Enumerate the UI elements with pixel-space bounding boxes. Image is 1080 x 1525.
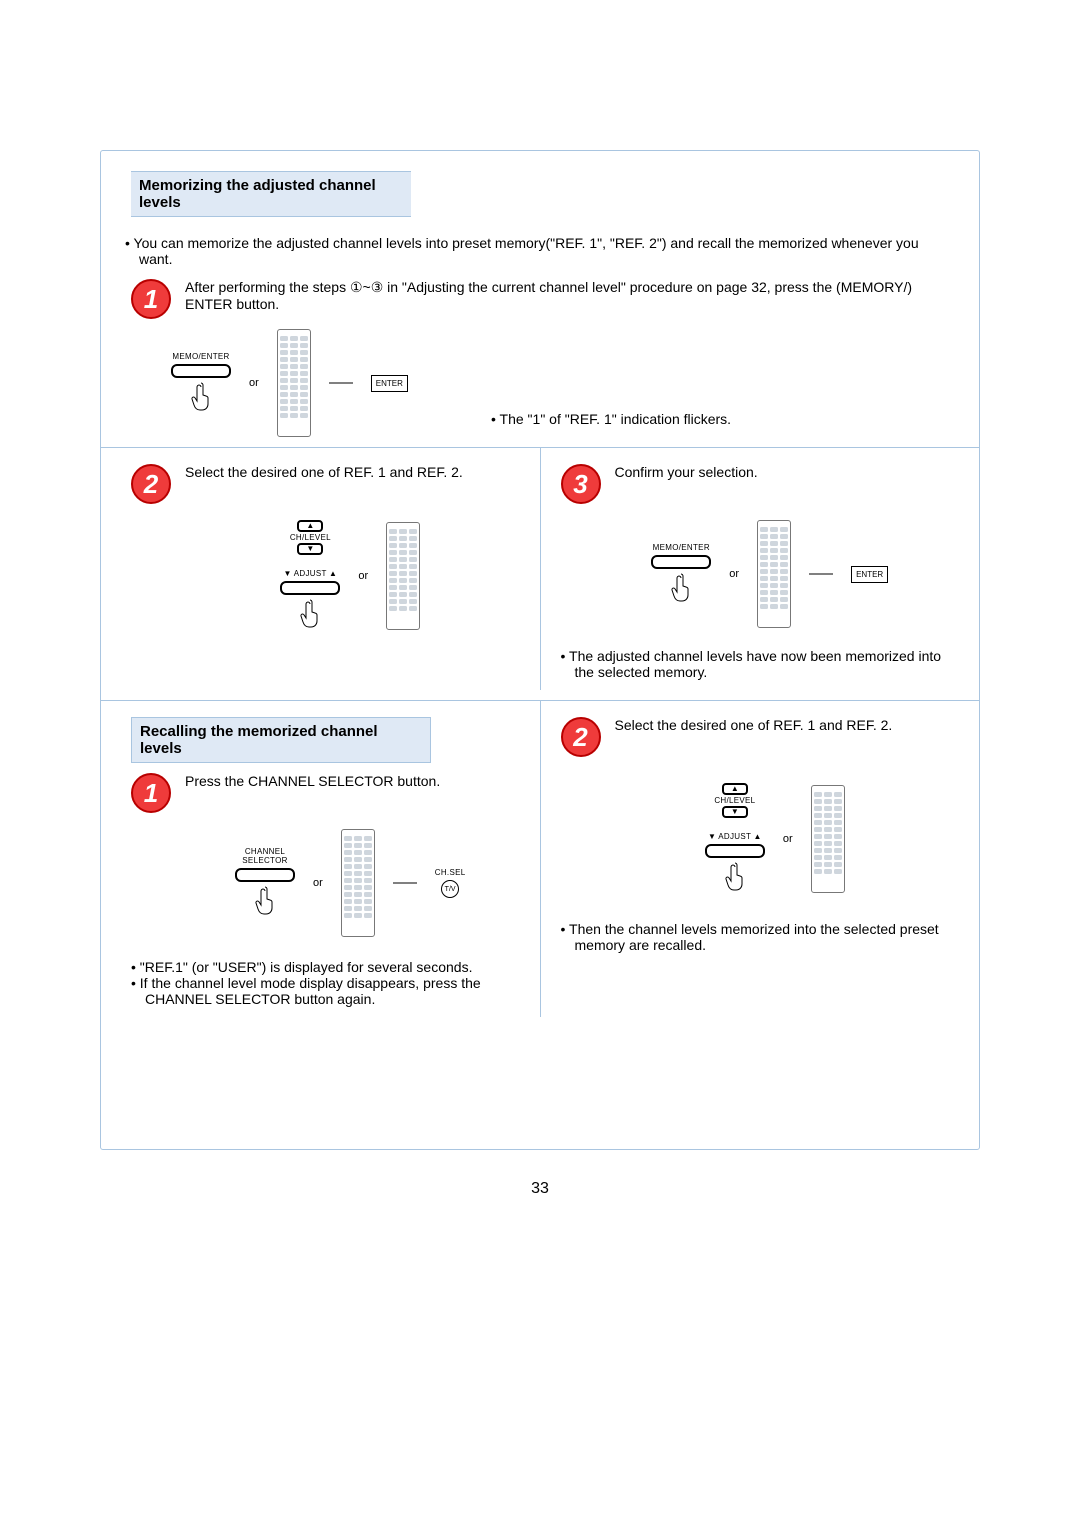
- remote-icon: [757, 520, 791, 628]
- remote-icon: [386, 522, 420, 630]
- enter-callout: ENTER: [371, 375, 408, 392]
- or-label: or: [783, 833, 793, 845]
- step-3-text: Confirm your selection.: [615, 464, 758, 504]
- or-label: or: [249, 377, 259, 389]
- step-1-badge: 1: [131, 279, 171, 319]
- or-label: or: [358, 570, 368, 582]
- step-2-text: Select the desired one of REF. 1 and REF…: [185, 464, 463, 504]
- memo-enter-panel-button: MEMO/ENTER: [651, 543, 711, 606]
- manual-page: Memorizing the adjusted channel levels Y…: [100, 150, 980, 1150]
- b-step-1-note-1: "REF.1" (or "USER") is displayed for sev…: [131, 959, 520, 975]
- section-a-intro: You can memorize the adjusted channel le…: [101, 227, 979, 267]
- step-3-note: The adjusted channel levels have now bee…: [561, 648, 950, 680]
- finger-icon: [298, 598, 322, 632]
- section-a-title: Memorizing the adjusted channel levels: [131, 171, 411, 217]
- b-step-2-text: Select the desired one of REF. 1 and REF…: [615, 717, 893, 757]
- leader-line: [809, 572, 833, 576]
- or-label: or: [313, 877, 323, 889]
- b-step-1-text: Press the CHANNEL SELECTOR button.: [185, 773, 440, 813]
- remote-icon: [341, 829, 375, 937]
- or-label: or: [729, 568, 739, 580]
- remote-icon: [277, 329, 311, 437]
- step-1-note: The "1" of "REF. 1" indication flickers.: [491, 411, 731, 427]
- b-step-2-note: Then the channel levels memorized into t…: [561, 921, 950, 953]
- b-step-2-badge: 2: [561, 717, 601, 757]
- section-b-title: Recalling the memorized channel levels: [131, 717, 431, 763]
- enter-callout: ENTER: [851, 566, 888, 583]
- leader-line: [329, 381, 353, 385]
- adjust-panel-button: ▲ CH/LEVEL ▼ ▼ ADJUST ▲: [280, 520, 340, 632]
- b-step-1-note-2: If the channel level mode display disapp…: [131, 975, 520, 1007]
- step-2-badge: 2: [131, 464, 171, 504]
- finger-icon: [189, 381, 213, 415]
- chsel-callout: CH.SEL T/V: [435, 868, 466, 898]
- step-3-badge: 3: [561, 464, 601, 504]
- adjust-panel-button: ▲ CH/LEVEL ▼ ▼ ADJUST ▲: [705, 783, 765, 895]
- b-step-1-badge: 1: [131, 773, 171, 813]
- channel-selector-panel-button: CHANNEL SELECTOR: [235, 847, 295, 919]
- page-number: 33: [0, 1180, 1080, 1198]
- remote-icon: [811, 785, 845, 893]
- memo-enter-panel-button: MEMO/ENTER: [171, 352, 231, 415]
- finger-icon: [723, 861, 747, 895]
- finger-icon: [669, 572, 693, 606]
- step-1-text: After performing the steps ①~③ in "Adjus…: [185, 279, 959, 319]
- leader-line: [393, 881, 417, 885]
- finger-icon: [253, 885, 277, 919]
